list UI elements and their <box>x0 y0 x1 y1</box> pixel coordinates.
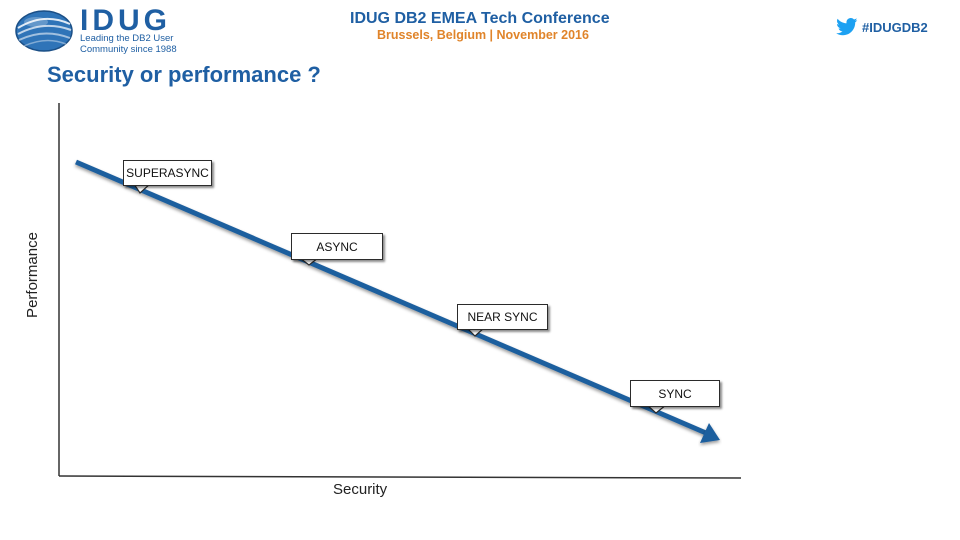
conference-title: IDUG DB2 EMEA Tech Conference <box>350 10 610 27</box>
conference-subtitle: Brussels, Belgium | November 2016 <box>377 28 589 42</box>
x-axis-line <box>58 475 742 479</box>
idug-logo-text: IDUG <box>80 4 171 37</box>
slide-title: Security or performance ? <box>47 62 321 87</box>
callout-async: ASYNC <box>291 233 383 260</box>
slide-header: IDUG Leading the DB2 User Community sinc… <box>0 0 960 60</box>
callout-near-sync: NEAR SYNC <box>457 304 548 330</box>
callout-sync: SYNC <box>630 380 720 407</box>
twitter-bird-icon <box>836 18 858 36</box>
hashtag-text: #IDUGDB2 <box>862 19 928 35</box>
tagline-line-2: Community since 1988 <box>80 44 177 55</box>
arrow-head-icon <box>700 423 720 443</box>
callout-superasync: SUPERASYNC <box>123 160 212 186</box>
idug-tagline: Leading the DB2 User Community since 198… <box>80 33 177 55</box>
twitter-hashtag: #IDUGDB2 <box>836 16 928 38</box>
idug-globe-icon <box>14 10 74 57</box>
y-axis-label: Performance <box>24 232 41 318</box>
x-axis-label: Security <box>333 481 388 498</box>
tradeoff-arrow <box>75 159 707 436</box>
tagline-line-1: Leading the DB2 User <box>80 33 174 44</box>
